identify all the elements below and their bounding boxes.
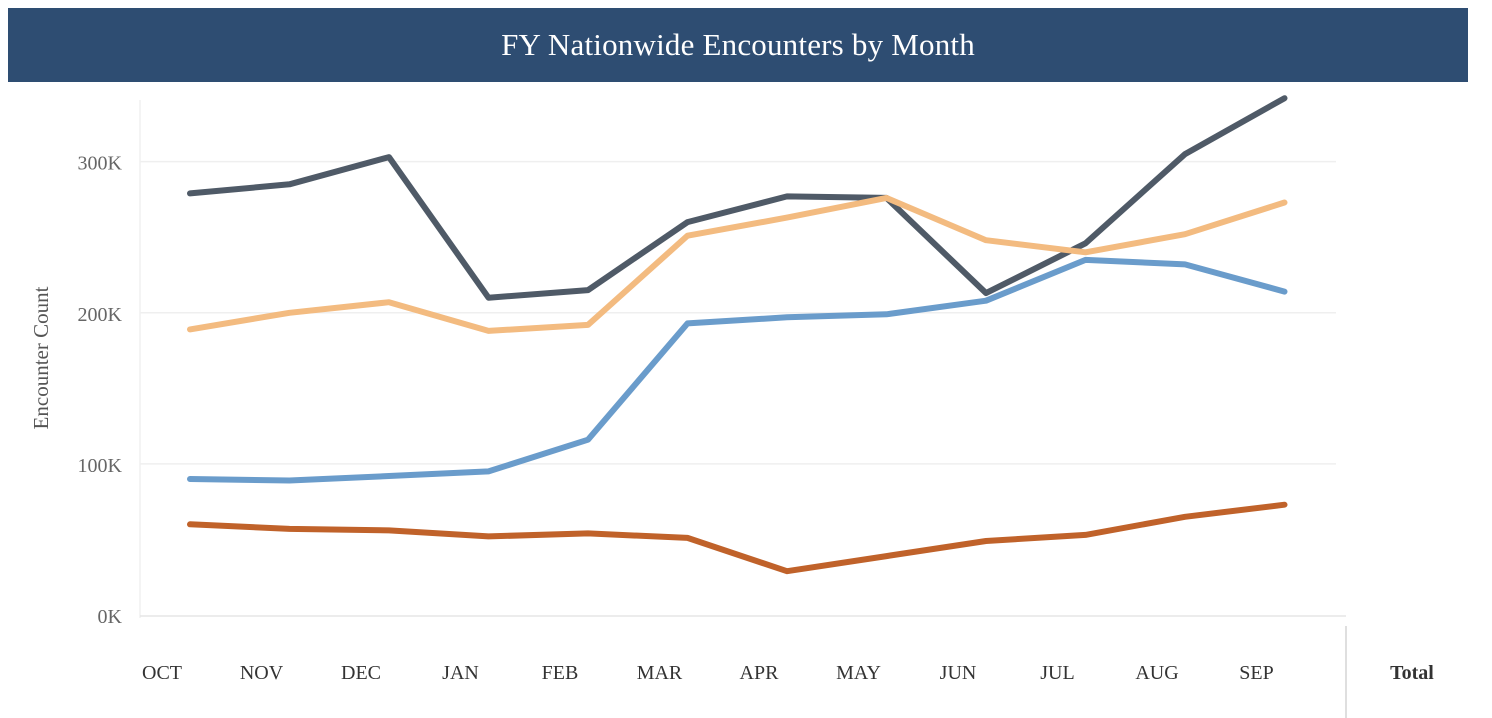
title-bar: FY Nationwide Encounters by Month xyxy=(8,8,1468,82)
x-tick-label: NOV xyxy=(240,662,284,684)
x-tick-label: AUG xyxy=(1135,662,1178,684)
x-tick-label: OCT xyxy=(142,662,182,684)
gridlines xyxy=(140,160,1336,465)
total-column-label: Total xyxy=(1390,662,1434,684)
axes xyxy=(139,100,1347,718)
series-line-1 xyxy=(187,95,1288,301)
x-tick-label: FEB xyxy=(542,662,579,684)
y-tick-label: 300K xyxy=(78,153,123,175)
y-axis-title: Encounter Count xyxy=(29,286,53,429)
x-tick-label: MAR xyxy=(637,662,683,684)
series-line-2 xyxy=(187,194,1288,334)
y-tick-label: 200K xyxy=(78,304,123,326)
x-tick-label: JUL xyxy=(1040,662,1074,684)
chart-title: FY Nationwide Encounters by Month xyxy=(501,27,975,62)
x-tick-label: SEP xyxy=(1239,662,1273,684)
series-line-3 xyxy=(187,256,1288,484)
series-line-4 xyxy=(187,501,1288,575)
y-tick-label: 0K xyxy=(98,606,123,628)
x-tick-label: MAY xyxy=(836,662,881,684)
y-tick-label: 100K xyxy=(78,455,123,477)
x-tick-label: APR xyxy=(740,662,780,684)
x-tick-label: JUN xyxy=(940,662,977,684)
series-lines xyxy=(187,95,1288,575)
x-tick-label: JAN xyxy=(442,662,479,684)
y-tick-labels: 0K 100K 200K 300K xyxy=(78,153,123,628)
x-tick-label: DEC xyxy=(341,662,381,684)
x-tick-labels: OCT NOV DEC JAN FEB MAR APR MAY JUN JUL AUG SEP xyxy=(142,662,1274,684)
